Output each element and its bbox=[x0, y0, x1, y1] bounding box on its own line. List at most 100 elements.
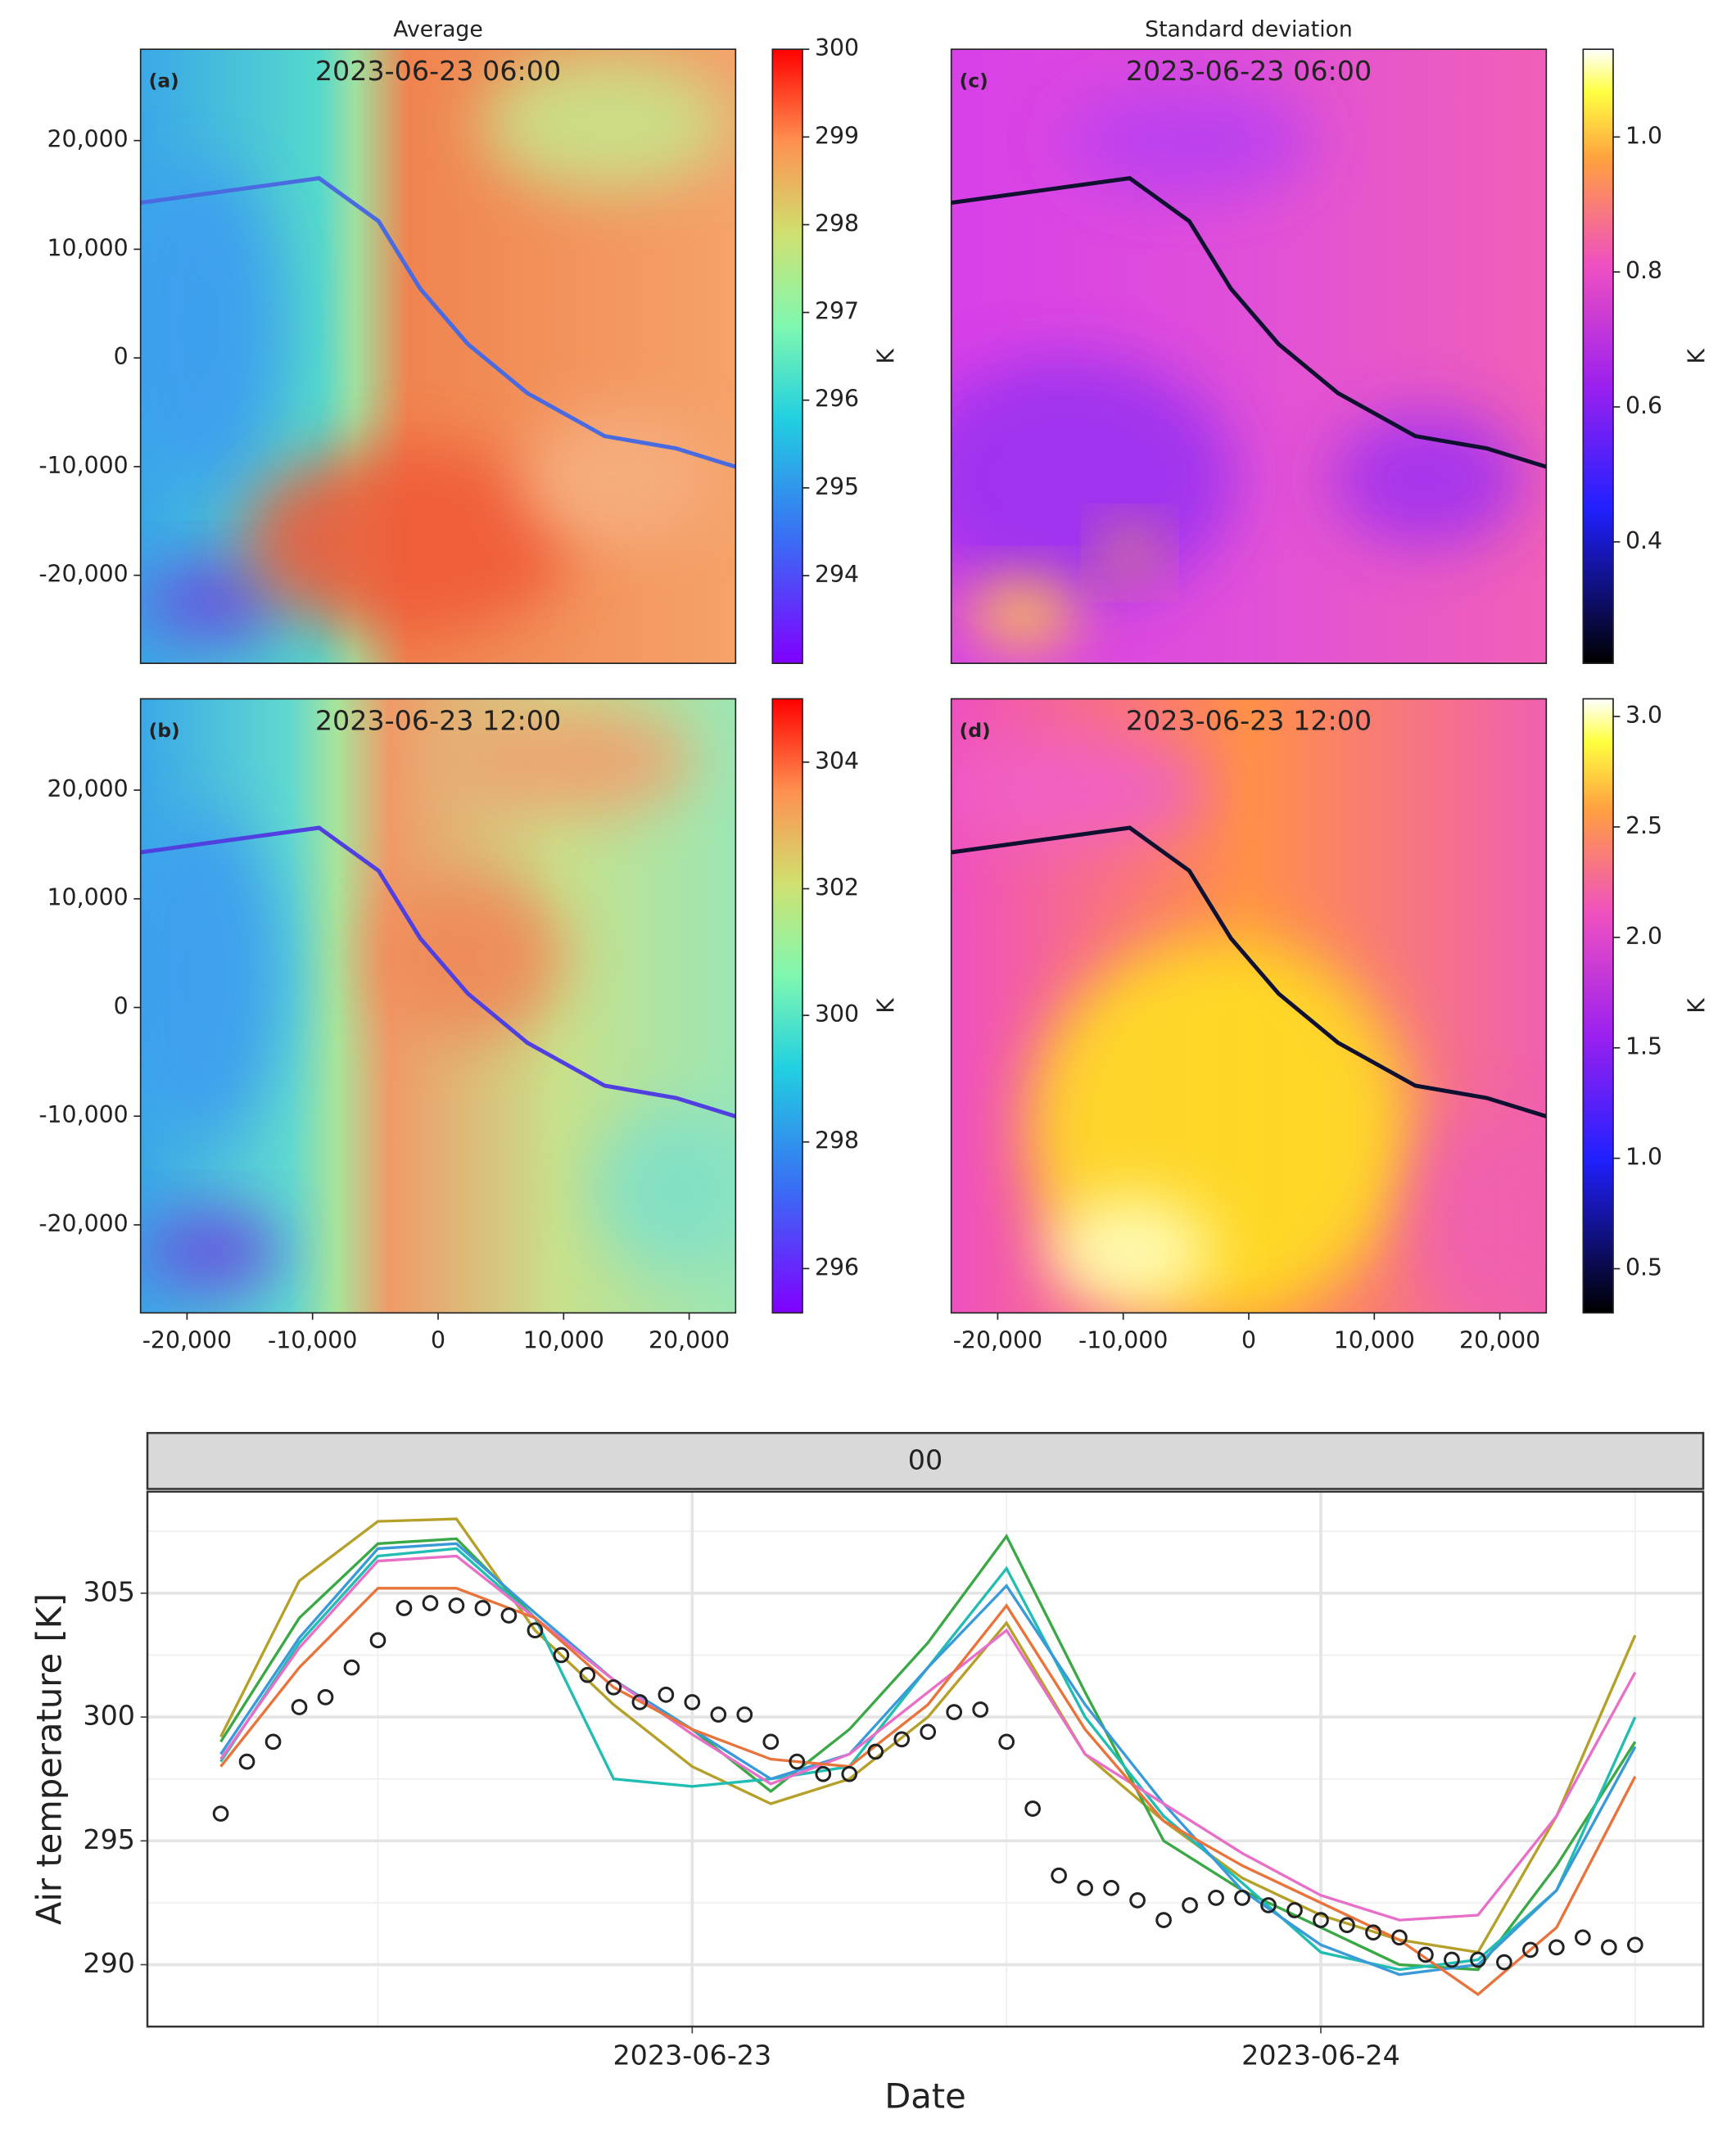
observation bbox=[1391, 1929, 1408, 1946]
map-region bbox=[244, 445, 572, 636]
colorbar-tick-label: 298 bbox=[815, 210, 859, 237]
colorbar bbox=[1582, 698, 1614, 1314]
panel-label: (b) bbox=[149, 719, 180, 742]
observation bbox=[710, 1706, 727, 1723]
observation bbox=[1313, 1912, 1329, 1928]
colorbar bbox=[771, 48, 803, 664]
y-tick-label: -10,000 bbox=[38, 1101, 128, 1128]
observation bbox=[762, 1733, 780, 1751]
colorbar-tick-label: 298 bbox=[815, 1127, 859, 1154]
map-region bbox=[594, 1108, 736, 1272]
y-tick-label: 295 bbox=[83, 1823, 135, 1855]
colorbar-tick-label: 295 bbox=[815, 473, 859, 500]
observation bbox=[500, 1607, 518, 1624]
observation bbox=[1260, 1897, 1277, 1913]
colorbar-tick-label: 300 bbox=[815, 34, 859, 61]
map-region bbox=[1047, 1196, 1212, 1307]
x-axis-title: Date bbox=[884, 2076, 966, 2117]
observation bbox=[841, 1765, 858, 1782]
observation bbox=[1286, 1902, 1303, 1918]
facet-label: 00 bbox=[908, 1444, 943, 1476]
observation bbox=[1444, 1951, 1460, 1968]
colorbar bbox=[771, 698, 803, 1314]
x-tick-label: 10,000 bbox=[523, 1327, 604, 1354]
observation bbox=[1339, 1917, 1355, 1933]
observation bbox=[422, 1595, 439, 1611]
observation bbox=[317, 1689, 334, 1705]
map-image bbox=[951, 49, 1547, 664]
ensemble-line bbox=[219, 1542, 1637, 1977]
map-region bbox=[951, 356, 1234, 603]
observation bbox=[972, 1701, 989, 1718]
map-region bbox=[445, 705, 692, 815]
ensemble-line bbox=[219, 1534, 1637, 1972]
x-tick-label: 20,000 bbox=[1459, 1327, 1540, 1354]
observation bbox=[789, 1753, 806, 1770]
plot-panel bbox=[147, 1491, 1703, 2027]
observation bbox=[605, 1678, 622, 1696]
observation bbox=[369, 1632, 387, 1649]
observation bbox=[867, 1743, 884, 1760]
y-tick-label: 20,000 bbox=[47, 775, 129, 802]
x-tick-label: 2023-06-23 bbox=[613, 2039, 771, 2071]
observation bbox=[1601, 1939, 1617, 1956]
observation bbox=[815, 1765, 832, 1782]
y-axis-title: Air temperature [K] bbox=[29, 1593, 69, 1925]
observation bbox=[998, 1733, 1015, 1751]
observation bbox=[212, 1805, 229, 1822]
observation bbox=[1496, 1954, 1512, 1971]
map-region bbox=[1331, 410, 1523, 548]
colorbar-tick-label: 0.5 bbox=[1625, 1254, 1662, 1281]
ensemble-line bbox=[219, 1587, 1637, 1996]
observation bbox=[553, 1647, 570, 1664]
observation bbox=[579, 1666, 596, 1683]
panel-label: (c) bbox=[960, 70, 988, 93]
colorbar-tick-label: 0.4 bbox=[1625, 527, 1662, 554]
x-tick-label: -10,000 bbox=[1078, 1327, 1168, 1354]
colorbar-tick-label: 2.0 bbox=[1625, 923, 1662, 950]
x-tick-label: 0 bbox=[431, 1327, 445, 1354]
observation bbox=[1182, 1897, 1198, 1913]
colorbar-tick-label: 296 bbox=[815, 386, 859, 413]
y-tick-label: 20,000 bbox=[47, 126, 129, 153]
map-region bbox=[372, 874, 563, 1039]
y-tick-label: 305 bbox=[83, 1575, 135, 1607]
ensemble-line bbox=[219, 1554, 1637, 1922]
timestamp: 2023-06-23 06:00 bbox=[315, 55, 561, 87]
observation bbox=[684, 1694, 701, 1710]
colorbar-tick-label: 1.5 bbox=[1625, 1033, 1662, 1060]
colorbar-label: K bbox=[872, 997, 899, 1014]
y-tick-label: -10,000 bbox=[38, 452, 128, 479]
map-frame bbox=[950, 48, 1548, 664]
y-tick-label: 0 bbox=[114, 343, 129, 370]
map-image bbox=[951, 698, 1547, 1313]
map-region bbox=[968, 580, 1078, 648]
map-image bbox=[140, 698, 736, 1313]
map-region bbox=[521, 410, 712, 548]
map-image bbox=[140, 49, 736, 664]
river bbox=[140, 825, 736, 1118]
river bbox=[140, 176, 736, 469]
colorbar-tick-label: 0.8 bbox=[1625, 257, 1662, 284]
y-tick-label: 300 bbox=[83, 1700, 135, 1732]
observation bbox=[1208, 1890, 1224, 1906]
map-region bbox=[143, 561, 281, 644]
river bbox=[951, 176, 1547, 469]
observation bbox=[1077, 1879, 1093, 1896]
colorbar-tick-label: 1.0 bbox=[1625, 122, 1662, 149]
observation bbox=[448, 1597, 465, 1614]
colorbar-tick-label: 302 bbox=[815, 874, 859, 901]
observation bbox=[1024, 1800, 1041, 1817]
colorbar-tick-label: 296 bbox=[815, 1254, 859, 1281]
y-tick-label: 10,000 bbox=[47, 884, 129, 911]
observation bbox=[1627, 1936, 1643, 1954]
facet-strip bbox=[146, 1431, 1705, 1490]
map-region bbox=[1105, 528, 1155, 578]
colorbar-tick-label: 304 bbox=[815, 748, 859, 775]
colorbar-tick-label: 1.0 bbox=[1625, 1144, 1662, 1171]
observation bbox=[1129, 1892, 1146, 1909]
observation bbox=[736, 1706, 753, 1723]
x-tick-label: 0 bbox=[1241, 1327, 1256, 1354]
timestamp: 2023-06-23 12:00 bbox=[315, 704, 561, 736]
